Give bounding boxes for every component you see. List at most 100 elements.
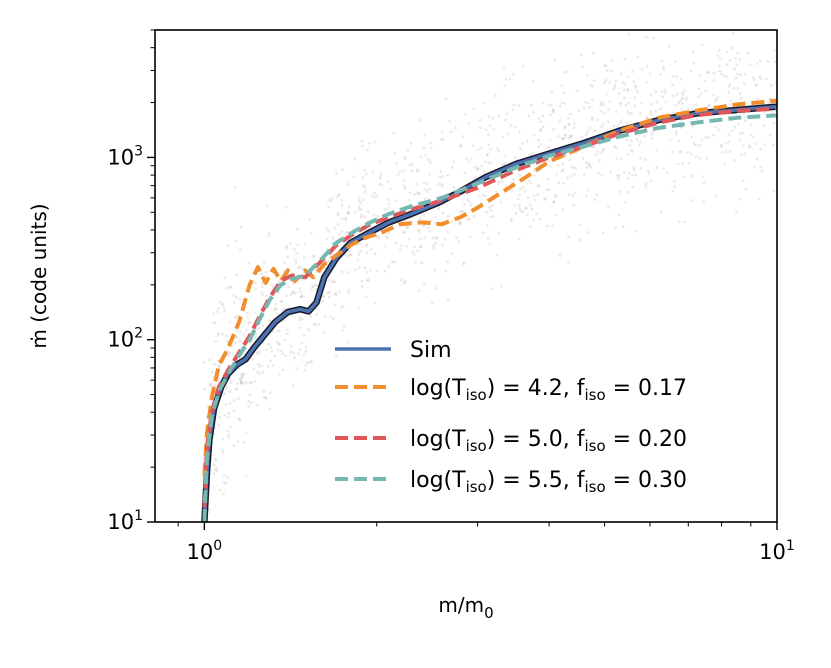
scatter-point [638,140,642,144]
scatter-point [625,138,629,142]
scatter-point [614,79,618,83]
scatter-point [417,289,421,293]
scatter-point [423,133,427,137]
scatter-point [517,206,521,210]
scatter-point [379,172,383,176]
legend-entry-t50: log(Tiso) = 5.0, fiso = 0.20 [335,427,687,455]
scatter-point [252,367,256,371]
scatter-point [353,210,357,214]
scatter-point [631,70,634,74]
scatter-point [737,198,741,201]
scatter-point [300,317,304,321]
scatter-point [461,135,465,138]
scatter-point [471,144,475,148]
scatter-point [554,213,558,217]
scatter-point [364,172,368,176]
scatter-point [602,231,605,235]
scatter-point [681,96,685,100]
series-layer [201,98,777,522]
scatter-point [539,120,543,124]
scatter-point [567,122,570,126]
scatter-point [514,211,518,215]
scatter-point [268,319,272,322]
scatter-point [426,226,430,230]
scatter-point [626,88,630,91]
scatter-point [486,237,490,240]
scatter-point [654,109,658,113]
scatter-point [359,208,363,212]
scatter-point [430,301,434,305]
scatter-point [531,79,535,83]
scatter-point [730,129,734,133]
scatter-point [236,382,239,386]
scatter-point [264,348,268,351]
scatter-point [268,407,271,411]
scatter-point [459,143,463,147]
scatter-point [446,230,450,234]
scatter-point [567,260,570,264]
scatter-point [366,210,370,214]
scatter-point [437,182,441,186]
scatter-point [575,89,579,93]
scatter-point [274,302,278,306]
scatter-point [495,253,499,257]
scatter-point [580,135,584,139]
scatter-point [631,80,635,83]
scatter-point [285,244,289,248]
scatter-point [242,382,246,386]
scatter-point [551,224,555,228]
scatter-point [748,63,752,67]
scatter-point [240,324,244,328]
scatter-point [214,340,218,343]
scatter-point [281,368,285,372]
scatter-point [680,97,684,101]
scatter-point [217,363,221,367]
scatter-point [393,199,397,202]
scatter-point [562,91,566,95]
scatter-point [340,270,344,274]
scatter-point [671,75,675,78]
scatter-point [303,368,307,372]
scatter-point [304,349,308,353]
scatter-point [509,218,513,222]
scatter-point [707,104,711,108]
scatter-point [310,288,313,292]
scatter-point [363,215,367,219]
scatter-point [417,218,421,222]
scatter-point [647,172,651,176]
scatter-point [513,125,517,129]
scatter-point [299,295,303,299]
scatter-point [218,300,222,304]
scatter-point [264,396,267,399]
scatter-point [762,124,766,128]
scatter-point [488,115,491,119]
scatter-point [627,171,631,175]
scatter-point [358,204,361,208]
scatter-point [752,78,756,82]
scatter-point [492,214,495,218]
scatter-point [370,194,374,198]
scatter-point [742,81,746,85]
scatter-point [359,249,362,253]
scatter-point [336,195,339,199]
scatter-point [476,167,480,171]
scatter-point [532,194,536,198]
scatter-point [340,204,344,208]
scatter-point [428,188,432,191]
scatter-point [606,69,609,72]
scatter-point [270,349,274,353]
scatter-point [640,67,644,71]
scatter-point [497,149,500,153]
scatter-point [387,202,391,206]
scatter-point [541,114,545,118]
scatter-point [539,217,542,221]
scatter-point [429,141,432,145]
scatter-point [677,101,681,105]
scatter-point [238,297,242,301]
scatter-point [235,336,239,339]
scatter-point [444,270,448,273]
scatter-point [310,359,313,363]
scatter-point [418,245,422,249]
scatter-point [567,116,570,120]
scatter-point [689,152,693,156]
